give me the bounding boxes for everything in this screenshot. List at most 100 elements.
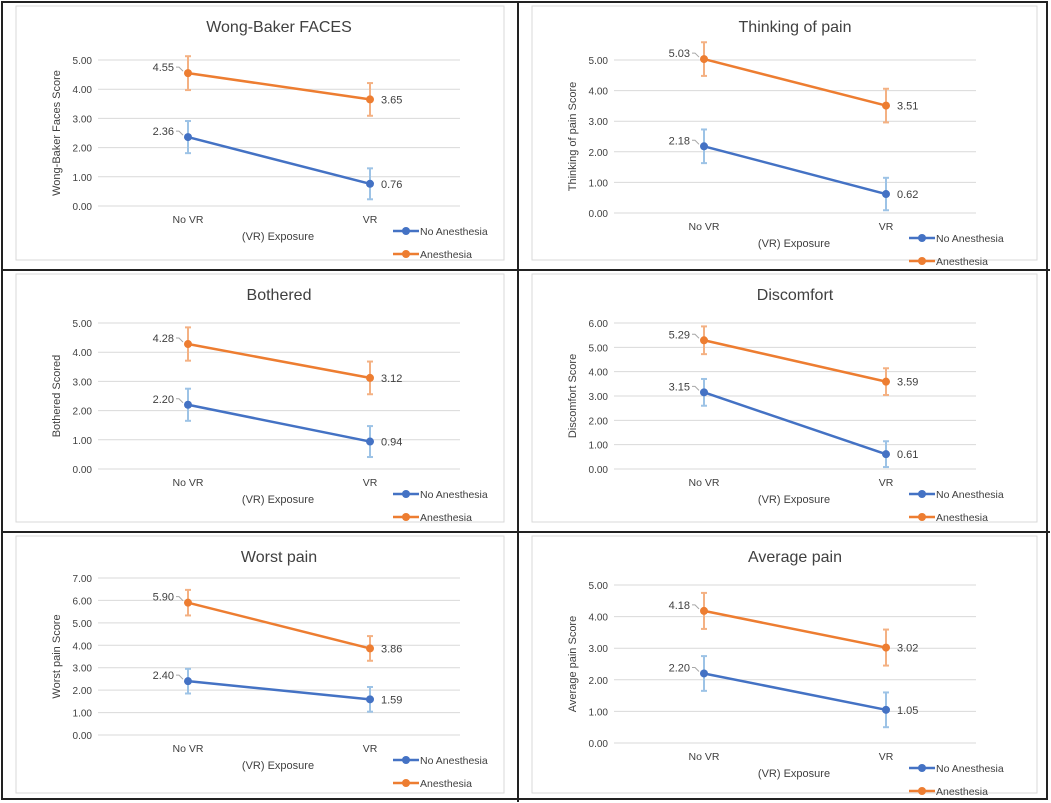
legend-marker xyxy=(402,756,410,764)
data-label: 3.65 xyxy=(381,94,402,106)
y-tick-label: 0.00 xyxy=(589,465,609,476)
legend-marker xyxy=(918,257,926,265)
data-point xyxy=(366,95,374,104)
data-label: 0.94 xyxy=(381,437,402,449)
data-label: 3.02 xyxy=(897,643,918,655)
x-tick-label: VR xyxy=(879,751,894,763)
data-point xyxy=(184,340,192,349)
chart-area-border xyxy=(531,535,1038,794)
legend-label: Anesthesia xyxy=(420,778,472,790)
data-point xyxy=(184,69,192,78)
legend-label: Anesthesia xyxy=(420,249,472,261)
data-label: 0.76 xyxy=(381,179,402,191)
data-point xyxy=(882,377,890,386)
legend-label: Anesthesia xyxy=(936,786,988,798)
x-axis-label: (VR) Exposure xyxy=(758,494,830,506)
y-tick-label: 2.00 xyxy=(73,407,93,418)
y-tick-label: 3.00 xyxy=(73,114,93,125)
data-label: 3.15 xyxy=(669,381,690,393)
y-axis-label: Worst pain Score xyxy=(51,614,63,698)
line-chart: Worst pain 0.00 1.00 2.00 3.00 4.00 5.00 6.00 7.… xyxy=(15,535,505,794)
legend-marker xyxy=(402,250,410,258)
legend-marker xyxy=(402,513,410,521)
data-point xyxy=(700,388,708,397)
leader-line xyxy=(692,385,700,391)
data-label: 2.40 xyxy=(153,670,174,682)
series-line-anesthesia xyxy=(703,609,887,649)
y-axis-label: Discomfort Score xyxy=(567,354,579,438)
series-line-no-anesthesia xyxy=(703,145,887,196)
y-tick-label: 0.00 xyxy=(73,465,93,476)
data-point xyxy=(366,437,374,446)
legend-label: No Anesthesia xyxy=(420,226,488,238)
x-tick-label: No VR xyxy=(689,221,720,233)
leader-line xyxy=(176,674,184,680)
legend-label: No Anesthesia xyxy=(936,489,1004,501)
line-chart: Wong-Baker FACES 0.00 1.00 2.00 3.00 4.00 5.00… xyxy=(15,5,505,261)
y-tick-label: 1.00 xyxy=(589,178,609,189)
y-tick-label: 5.00 xyxy=(589,56,609,67)
data-point xyxy=(700,606,708,615)
series-line-anesthesia xyxy=(703,57,887,107)
y-tick-label: 6.00 xyxy=(589,319,609,330)
leader-line xyxy=(692,52,700,58)
y-axis-label: Average pain Score xyxy=(567,616,579,712)
y-tick-label: 4.00 xyxy=(589,368,609,379)
chart-area-border xyxy=(15,273,505,523)
data-label: 0.62 xyxy=(897,189,918,201)
series-line-anesthesia xyxy=(187,342,371,380)
y-tick-label: 3.00 xyxy=(589,117,609,128)
y-axis-label: Wong-Baker Faces Score xyxy=(51,70,63,196)
panel-wong-baker: Wong-Baker FACES 0.00 1.00 2.00 3.00 4.00 5.00… xyxy=(3,3,519,271)
data-point xyxy=(700,142,708,151)
y-tick-label: 5.00 xyxy=(589,343,609,354)
data-point xyxy=(184,400,192,409)
data-point xyxy=(882,101,890,110)
y-tick-label: 4.00 xyxy=(589,87,609,98)
y-tick-label: 4.00 xyxy=(73,85,93,96)
data-label: 3.59 xyxy=(897,377,918,389)
chart-title: Bothered xyxy=(247,287,312,304)
chart-area-border xyxy=(531,273,1038,523)
leader-line xyxy=(176,66,184,72)
series-line-no-anesthesia xyxy=(187,403,371,443)
x-tick-label: No VR xyxy=(173,477,204,489)
legend-marker xyxy=(918,234,926,242)
y-axis-label: Thinking of pain Score xyxy=(567,82,579,191)
leader-line xyxy=(176,596,184,602)
panel-average-pain: Average pain 0.00 1.00 2.00 3.00 4.00 5.00 Aver… xyxy=(519,533,1050,802)
legend-label: Anesthesia xyxy=(936,256,988,268)
data-label: 4.18 xyxy=(669,600,690,612)
series-line-no-anesthesia xyxy=(703,391,887,456)
line-chart: Thinking of pain 0.00 1.00 2.00 3.00 4.00 5.00… xyxy=(531,5,1038,268)
y-tick-label: 3.00 xyxy=(589,644,609,655)
y-tick-label: 1.00 xyxy=(73,173,93,184)
legend-marker xyxy=(918,764,926,772)
y-tick-label: 1.00 xyxy=(73,436,93,447)
x-tick-label: VR xyxy=(879,477,894,489)
legend-label: No Anesthesia xyxy=(420,489,488,501)
data-label: 2.20 xyxy=(669,662,690,674)
series-line-no-anesthesia xyxy=(187,135,371,186)
y-tick-label: 6.00 xyxy=(73,596,93,607)
data-point xyxy=(366,179,374,188)
chart-title: Discomfort xyxy=(757,287,834,304)
leader-line xyxy=(692,666,700,672)
chart-area-border xyxy=(15,5,505,261)
data-point xyxy=(700,55,708,64)
data-point xyxy=(366,695,374,704)
y-tick-label: 2.00 xyxy=(589,148,609,159)
y-tick-label: 1.00 xyxy=(73,709,93,720)
data-point xyxy=(882,190,890,199)
series-line-no-anesthesia xyxy=(187,679,371,701)
data-point xyxy=(882,705,890,714)
leader-line xyxy=(176,130,184,136)
y-tick-label: 2.00 xyxy=(73,144,93,155)
y-axis-label: Bothered Scored xyxy=(51,355,63,438)
data-point xyxy=(184,598,192,607)
data-label: 1.59 xyxy=(381,694,402,706)
legend-marker xyxy=(918,490,926,498)
y-tick-label: 3.00 xyxy=(73,664,93,675)
data-point xyxy=(882,450,890,459)
